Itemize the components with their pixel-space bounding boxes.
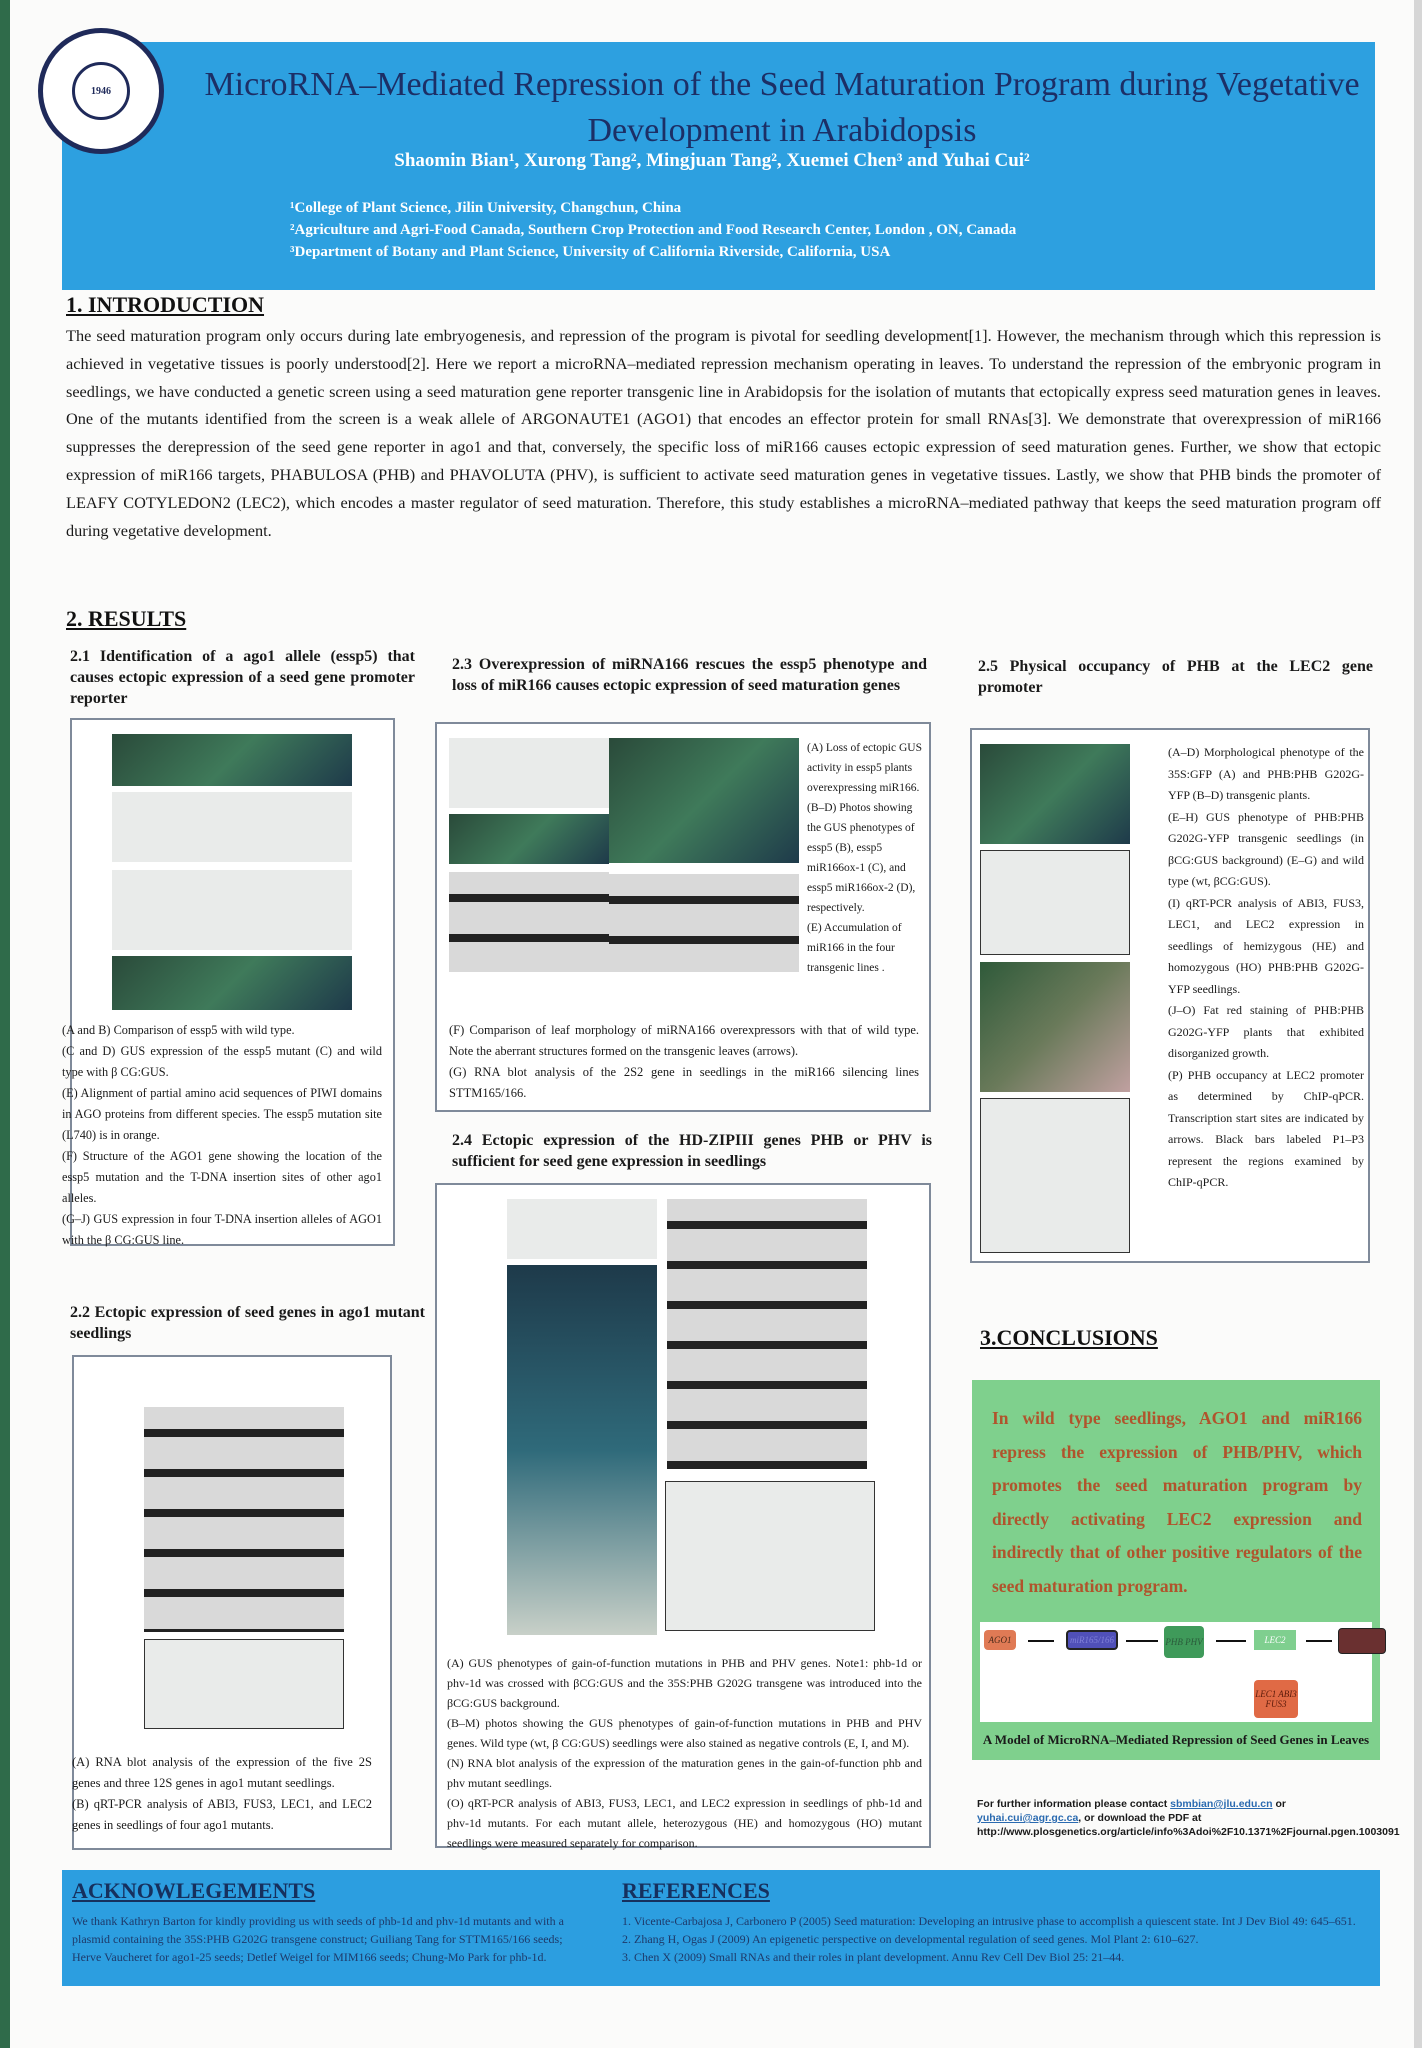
affiliation: ²Agriculture and Agri-Food Canada, South… — [290, 222, 1017, 238]
references-list: 1. Vicente-Carbajosa J, Carbonero P (200… — [622, 1912, 1362, 1966]
reference-item: 1. Vicente-Carbajosa J, Carbonero P (200… — [622, 1914, 1356, 1928]
authors: Shaomin Bian¹, Xurong Tang², Mingjuan Ta… — [394, 150, 1030, 171]
contact-or: or — [1275, 1798, 1286, 1810]
caption-line: (A) GUS phenotypes of gain-of-function m… — [447, 1656, 922, 1710]
figure-2-3: (A) Loss of ectopic GUS activity in essp… — [435, 722, 931, 1112]
arrow-represses — [1126, 1640, 1158, 1642]
arrow-activates — [1306, 1640, 1332, 1642]
node-lec2: LEC2 — [1254, 1630, 1296, 1650]
caption-line: (E) Accumulation of miR166 in the four t… — [807, 922, 902, 974]
conclusions-box: In wild type seedlings, AGO1 and miR166 … — [972, 1380, 1386, 1760]
qrt-pcr-chart-b — [144, 1639, 344, 1729]
figure-panels-a-d — [112, 734, 352, 786]
caption-line: (A and B) Comparison of essp5 with wild … — [62, 1023, 295, 1037]
qrt-pcr-chart-i — [980, 850, 1130, 955]
caption-line: (A–D) Morphological phenotype of the 35S… — [1168, 745, 1364, 802]
figure-2-2: (A) RNA blot analysis of the expression … — [72, 1355, 392, 1850]
section-2-1-heading: 2.1 Identification of a ago1 allele (ess… — [70, 648, 415, 707]
qrt-pcr-chart-o — [665, 1481, 875, 1631]
pdf-url[interactable]: http://www.plosgenetics.org/article/info… — [977, 1826, 1400, 1838]
caption-line: (J–O) Fat red staining of PHB:PHB G202G-… — [1168, 1003, 1364, 1060]
affiliation: ¹College of Plant Science, Jilin Univers… — [290, 200, 682, 216]
figure-caption: (A) GUS phenotypes of gain-of-function m… — [447, 1653, 922, 1853]
caption-line: (I) qRT-PCR analysis of ABI3, FUS3, LEC1… — [1168, 895, 1364, 996]
caption-line: (B–M) photos showing the GUS phenotypes … — [447, 1716, 922, 1750]
caption-line: (B–D) Photos showing the GUS phenotypes … — [807, 802, 916, 914]
contact-prefix: For further information please contact — [977, 1798, 1168, 1810]
fat-red-staining-j-o — [980, 962, 1130, 1092]
acknowledgements-heading: ACKNOWLEGEMENTS — [72, 1878, 316, 1903]
contact-info: For further information please contact s… — [977, 1797, 1400, 1839]
arrow-activates — [1216, 1640, 1246, 1642]
node-mir166: miR165/166 — [1066, 1630, 1118, 1650]
gus-photos-b-m — [507, 1265, 657, 1635]
references-heading: REFERENCES — [622, 1878, 770, 1903]
rna-blot-a — [144, 1407, 344, 1632]
figure-alignment-e — [112, 792, 352, 862]
model-caption: A Model of MicroRNA–Mediated Repression … — [982, 1732, 1370, 1747]
figure-2-1: (A and B) Comparison of essp5 with wild … — [62, 718, 395, 1247]
caption-line: (F) Comparison of leaf morphology of miR… — [449, 1023, 919, 1058]
email-link-1[interactable]: sbmbian@jlu.edu.cn — [1170, 1798, 1273, 1810]
section-2-3-heading: 2.3 Overexpression of miRNA166 rescues t… — [452, 656, 927, 694]
conclusions-text: In wild type seedlings, AGO1 and miR166 … — [992, 1408, 1362, 1596]
conclusions-heading: 3.CONCLUSIONS — [980, 1325, 1158, 1350]
section-2-4-heading: 2.4 Ectopic expression of the HD-ZIPIII … — [452, 1132, 932, 1170]
figure-side-caption: (A) Loss of ectopic GUS activity in essp… — [807, 738, 927, 978]
email-link-2[interactable]: yuhai.cui@agr.gc.ca — [977, 1812, 1079, 1824]
affiliation: ³Department of Botany and Plant Science,… — [290, 244, 891, 260]
caption-line: (P) PHB occupancy at LEC2 promoter as de… — [1168, 1067, 1364, 1190]
caption-line: (G–J) GUS expression in four T-DNA inser… — [62, 1212, 382, 1247]
caption-line: (F) Structure of the AGO1 gene showing t… — [62, 1149, 382, 1205]
caption-line: (G) RNA blot analysis of the 2S2 gene in… — [449, 1065, 919, 1100]
introduction-text: The seed maturation program only occurs … — [66, 326, 1381, 540]
figure-2-4: (A) GUS phenotypes of gain-of-function m… — [435, 1183, 931, 1850]
introduction-heading: 1. INTRODUCTION — [66, 292, 265, 317]
reference-item: 3. Chen X (2009) Small RNAs and their ro… — [622, 1950, 1125, 1964]
gus-table-a — [507, 1199, 657, 1259]
model-diagram: AGO1 miR165/166 PHB PHV LEC2 LEC1 ABI3 F… — [980, 1622, 1386, 1722]
node-phb-phv: PHB PHV — [1164, 1626, 1204, 1658]
caption-line: (A) Loss of ectopic GUS activity in essp… — [807, 742, 922, 794]
rna-blot-n — [667, 1199, 867, 1469]
affiliations: ¹College of Plant Science, Jilin Univers… — [290, 197, 1016, 263]
node-lec1-abi3-fus3: LEC1 ABI3 FUS3 — [1254, 1680, 1298, 1718]
leaf-photos-f — [609, 738, 799, 863]
figure-caption: (F) Comparison of leaf morphology of miR… — [449, 1020, 919, 1104]
caption-line: (O) qRT-PCR analysis of ABI3, FUS3, LEC1… — [447, 1796, 922, 1850]
section-2-2-heading: 2.2 Ectopic expression of seed genes in … — [70, 1304, 425, 1342]
caption-line: (C and D) GUS expression of the essp5 mu… — [62, 1044, 382, 1079]
poster-title: MicroRNA–Mediated Repression of the Seed… — [204, 66, 1360, 149]
rna-blot-g — [609, 874, 799, 972]
figure-gene-structure-f — [112, 870, 352, 950]
footer-band: ACKNOWLEGEMENTS We thank Kathryn Barton … — [62, 1870, 1380, 1986]
caption-line: (E) Alignment of partial amino acid sequ… — [62, 1086, 382, 1142]
figure-panels-g-j — [112, 956, 352, 1010]
gus-photos-b-d — [449, 814, 609, 864]
figure-caption: (A) RNA blot analysis of the expression … — [72, 1752, 372, 1836]
caption-line: (B) qRT-PCR analysis of ABI3, FUS3, LEC1… — [72, 1797, 372, 1832]
figure-2-5: (A–D) Morphological phenotype of the 35S… — [970, 728, 1370, 1263]
reference-item: 2. Zhang H, Ogas J (2009) An epigenetic … — [622, 1932, 1199, 1946]
plant-photos-a-h — [980, 744, 1130, 844]
gus-table-a — [449, 738, 609, 808]
node-ago1: AGO1 — [984, 1630, 1016, 1650]
node-seed-maturation — [1338, 1628, 1386, 1654]
figure-caption: (A and B) Comparison of essp5 with wild … — [62, 1020, 382, 1251]
poster-header: MicroRNA–Mediated Repression of the Seed… — [62, 42, 1375, 290]
caption-line: (A) RNA blot analysis of the expression … — [72, 1755, 372, 1790]
rna-blot-e — [449, 872, 609, 972]
arrow-activates — [1028, 1640, 1054, 1642]
contact-suffix: , or download the PDF at — [1078, 1812, 1202, 1824]
caption-line: (E–H) GUS phenotype of PHB:PHB G202G-YFP… — [1168, 809, 1364, 889]
logo-year: 1946 — [72, 62, 130, 120]
results-heading: 2. RESULTS — [66, 606, 187, 631]
figure-caption: (A–D) Morphological phenotype of the 35S… — [1168, 742, 1364, 1194]
caption-line: (N) RNA blot analysis of the expression … — [447, 1756, 922, 1790]
university-logo: 1946 — [38, 28, 164, 154]
chip-qpcr-chart-p — [980, 1098, 1130, 1253]
acknowledgements-text: We thank Kathryn Barton for kindly provi… — [72, 1914, 564, 1964]
section-2-5-heading: 2.5 Physical occupancy of PHB at the LEC… — [978, 658, 1373, 696]
